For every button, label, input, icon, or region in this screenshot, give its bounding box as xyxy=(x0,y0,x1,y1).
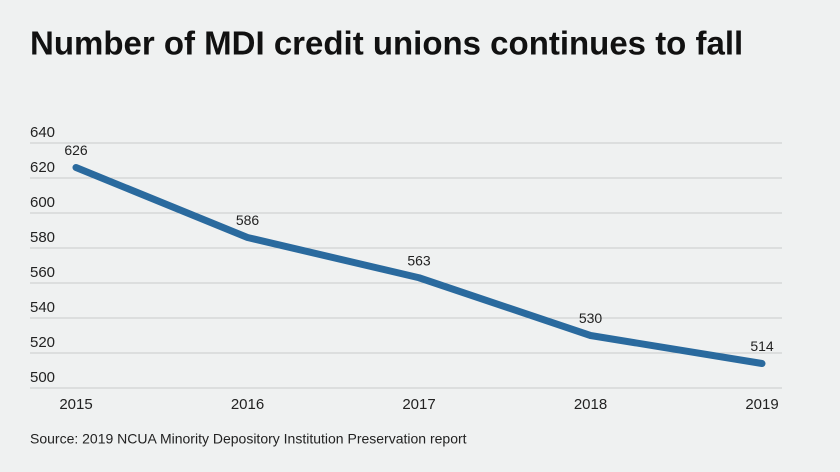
value-label: 626 xyxy=(64,142,88,158)
chart-title: Number of MDI credit unions continues to… xyxy=(30,25,743,62)
y-tick-label: 500 xyxy=(30,369,55,386)
value-label: 514 xyxy=(750,338,774,354)
y-tick-label: 560 xyxy=(30,264,55,281)
y-tick-label: 580 xyxy=(30,229,55,246)
x-tick-label: 2017 xyxy=(402,396,435,413)
x-tick-label: 2018 xyxy=(574,396,607,413)
y-tick-label: 520 xyxy=(30,334,55,351)
y-tick-label: 640 xyxy=(30,124,55,141)
x-tick-label: 2015 xyxy=(59,396,92,413)
value-label: 586 xyxy=(236,212,260,228)
source-note: Source: 2019 NCUA Minority Depository In… xyxy=(30,431,467,447)
y-tick-label: 540 xyxy=(30,299,55,316)
value-label: 563 xyxy=(407,252,431,268)
x-tick-label: 2019 xyxy=(745,396,778,413)
data-line xyxy=(72,164,766,367)
value-label: 530 xyxy=(579,310,603,326)
y-tick-label: 600 xyxy=(30,194,55,211)
x-tick-label: 2016 xyxy=(231,396,264,413)
y-tick-label: 620 xyxy=(30,159,55,176)
